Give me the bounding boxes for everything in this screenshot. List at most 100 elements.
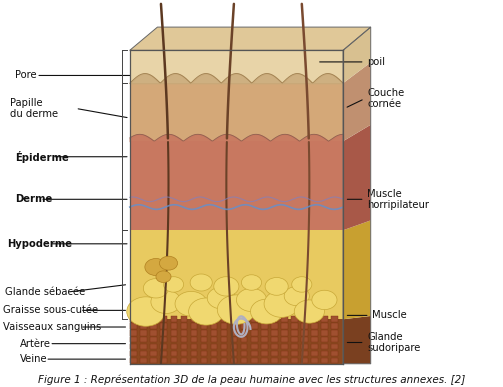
Bar: [271, 351, 278, 356]
Bar: [331, 358, 338, 363]
Bar: [191, 323, 197, 329]
Circle shape: [151, 290, 181, 313]
Bar: [160, 337, 167, 342]
Text: Vaisseaux sanguins: Vaisseaux sanguins: [3, 322, 101, 332]
Text: Glande sébacée: Glande sébacée: [5, 287, 86, 297]
Bar: [321, 316, 328, 322]
Bar: [221, 344, 227, 349]
Bar: [271, 330, 278, 336]
Bar: [331, 337, 338, 342]
Bar: [291, 323, 298, 329]
Bar: [201, 323, 207, 329]
Bar: [211, 344, 217, 349]
Text: Muscle: Muscle: [372, 310, 407, 320]
Bar: [171, 330, 177, 336]
Text: Figure 1 : Représentation 3D de la peau humaine avec les structures annexes. [2]: Figure 1 : Représentation 3D de la peau …: [38, 375, 465, 385]
Circle shape: [159, 256, 178, 270]
Bar: [201, 351, 207, 356]
Text: Graisse sous-cutée: Graisse sous-cutée: [3, 305, 98, 315]
Bar: [291, 337, 298, 342]
Circle shape: [264, 290, 299, 317]
Bar: [311, 337, 318, 342]
Bar: [281, 330, 288, 336]
Bar: [150, 358, 157, 363]
Bar: [130, 344, 137, 349]
Text: Hypoderme: Hypoderme: [8, 239, 72, 249]
Bar: [221, 351, 227, 356]
Bar: [211, 358, 217, 363]
Bar: [241, 358, 247, 363]
Bar: [130, 230, 343, 319]
Bar: [231, 323, 237, 329]
Text: Papille
du derme: Papille du derme: [10, 98, 58, 119]
Circle shape: [294, 300, 324, 323]
Text: Derme: Derme: [15, 194, 52, 204]
Bar: [130, 316, 137, 322]
Bar: [171, 351, 177, 356]
Bar: [211, 351, 217, 356]
Polygon shape: [343, 27, 371, 83]
Bar: [271, 358, 278, 363]
Circle shape: [145, 259, 167, 276]
Bar: [211, 323, 217, 329]
Bar: [130, 319, 343, 364]
Circle shape: [284, 286, 309, 306]
Bar: [301, 337, 308, 342]
Bar: [160, 358, 167, 363]
Bar: [191, 337, 197, 342]
Bar: [171, 337, 177, 342]
Bar: [221, 330, 227, 336]
Bar: [140, 351, 147, 356]
Bar: [150, 323, 157, 329]
Bar: [311, 323, 318, 329]
Bar: [301, 344, 308, 349]
Bar: [231, 337, 237, 342]
Bar: [281, 344, 288, 349]
Bar: [140, 330, 147, 336]
Bar: [291, 344, 298, 349]
Bar: [271, 344, 278, 349]
Bar: [130, 358, 137, 363]
Bar: [160, 344, 167, 349]
Bar: [281, 358, 288, 363]
Bar: [301, 351, 308, 356]
Bar: [251, 330, 258, 336]
Bar: [181, 337, 187, 342]
Circle shape: [265, 277, 288, 295]
Bar: [331, 316, 338, 322]
Bar: [291, 330, 298, 336]
Bar: [221, 358, 227, 363]
Bar: [321, 351, 328, 356]
Bar: [331, 330, 338, 336]
Bar: [231, 330, 237, 336]
Bar: [311, 330, 318, 336]
Bar: [231, 344, 237, 349]
Circle shape: [312, 290, 337, 310]
Bar: [130, 50, 343, 83]
Circle shape: [214, 277, 239, 296]
Bar: [251, 316, 258, 322]
Bar: [140, 337, 147, 342]
Circle shape: [207, 287, 235, 309]
Bar: [251, 358, 258, 363]
Bar: [241, 316, 247, 322]
Text: Épiderme: Épiderme: [15, 151, 69, 163]
Bar: [321, 358, 328, 363]
Bar: [150, 330, 157, 336]
Bar: [301, 323, 308, 329]
Bar: [201, 358, 207, 363]
Bar: [251, 323, 258, 329]
Bar: [291, 316, 298, 322]
Bar: [140, 323, 147, 329]
Bar: [331, 351, 338, 356]
Bar: [331, 323, 338, 329]
Bar: [171, 323, 177, 329]
Bar: [291, 351, 298, 356]
Bar: [241, 344, 247, 349]
Bar: [261, 316, 268, 322]
Polygon shape: [343, 62, 371, 141]
Bar: [191, 358, 197, 363]
Bar: [271, 337, 278, 342]
Bar: [181, 351, 187, 356]
Bar: [291, 358, 298, 363]
